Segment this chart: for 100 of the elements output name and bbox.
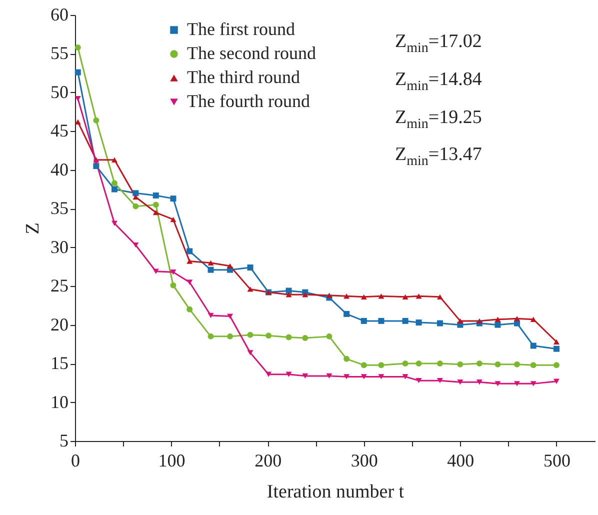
point	[132, 242, 139, 248]
point	[208, 266, 214, 273]
point	[152, 192, 159, 198]
point	[476, 360, 482, 367]
point	[530, 342, 536, 349]
point	[186, 280, 193, 285]
point	[111, 180, 118, 186]
point	[378, 294, 384, 299]
y-tick-label: 10	[50, 392, 68, 412]
point	[326, 292, 332, 298]
point	[74, 44, 81, 51]
y-tick-label: 60	[50, 4, 68, 24]
point	[457, 318, 464, 324]
point	[360, 362, 367, 368]
point	[74, 119, 81, 124]
point	[93, 163, 100, 170]
point	[436, 360, 443, 367]
x-tick-label: 100	[158, 450, 186, 470]
point	[93, 117, 100, 124]
point	[344, 374, 350, 380]
point	[402, 294, 408, 300]
y-tick-label: 45	[50, 120, 68, 141]
point	[436, 378, 443, 384]
point	[378, 318, 384, 324]
point	[132, 194, 139, 200]
point	[402, 374, 408, 380]
point	[402, 318, 408, 324]
point	[514, 316, 520, 322]
point	[553, 346, 560, 352]
point	[247, 286, 254, 292]
y-axis-title: Z	[22, 222, 44, 234]
point	[152, 210, 159, 216]
point	[186, 258, 193, 264]
y-tick-label: 50	[50, 82, 68, 102]
point	[378, 374, 384, 380]
point	[170, 196, 176, 202]
point	[416, 294, 422, 299]
legend-label: The second round	[187, 43, 316, 63]
point	[530, 362, 536, 368]
point	[344, 356, 350, 362]
point	[111, 157, 118, 162]
annotation: Z$_{min}$=19.25	[395, 106, 482, 134]
point	[93, 160, 100, 165]
y-tick-label: 40	[50, 159, 68, 180]
point	[286, 372, 292, 377]
point	[152, 268, 159, 274]
point	[436, 320, 443, 326]
point	[266, 332, 272, 339]
point	[208, 312, 214, 318]
point	[302, 292, 308, 298]
point	[74, 69, 81, 76]
point	[111, 186, 118, 192]
point	[530, 316, 536, 322]
annotation: Z$_{min}$=17.02	[395, 30, 482, 58]
point	[132, 203, 139, 210]
point	[247, 264, 254, 270]
point	[152, 202, 159, 208]
point	[74, 96, 81, 102]
point	[170, 270, 176, 275]
legend-label: The fourth round	[187, 91, 310, 111]
point	[170, 282, 176, 288]
y-tick-label: 30	[50, 236, 68, 257]
point	[286, 292, 292, 298]
point	[170, 216, 176, 222]
point	[360, 374, 367, 380]
x-tick-label: 300	[350, 450, 378, 470]
x-tick-label: 200	[254, 450, 282, 470]
point	[227, 333, 234, 340]
point	[494, 381, 501, 386]
annotation: Z$_{min}$=13.47	[395, 143, 482, 172]
legend-label: The third round	[187, 67, 300, 87]
x-tick-label: 400	[447, 450, 474, 470]
point	[286, 334, 292, 340]
point	[514, 361, 520, 368]
point	[476, 318, 482, 324]
y-tick-label: 5	[60, 430, 68, 450]
point	[344, 294, 350, 299]
x-axis-title: Iteration number t	[266, 482, 405, 502]
y-tick-label: 25	[50, 276, 68, 296]
point	[553, 362, 560, 368]
point	[514, 320, 520, 326]
point	[494, 322, 501, 328]
point	[247, 350, 254, 356]
point	[360, 294, 367, 300]
y-tick-label: 55	[50, 43, 68, 64]
x-tick-label: 500	[543, 450, 570, 470]
point	[208, 260, 214, 266]
point	[247, 332, 254, 338]
point	[476, 380, 482, 385]
x-tick-label: 0	[71, 450, 80, 470]
point	[227, 263, 234, 269]
point	[360, 318, 367, 324]
point	[208, 333, 214, 340]
point	[553, 339, 560, 344]
point	[416, 360, 422, 367]
y-tick-label: 20	[50, 314, 68, 334]
point	[514, 381, 520, 386]
y-tick-label: 15	[50, 353, 68, 374]
y-tick-label: 35	[50, 198, 68, 218]
legend-label: The first round	[187, 19, 295, 39]
